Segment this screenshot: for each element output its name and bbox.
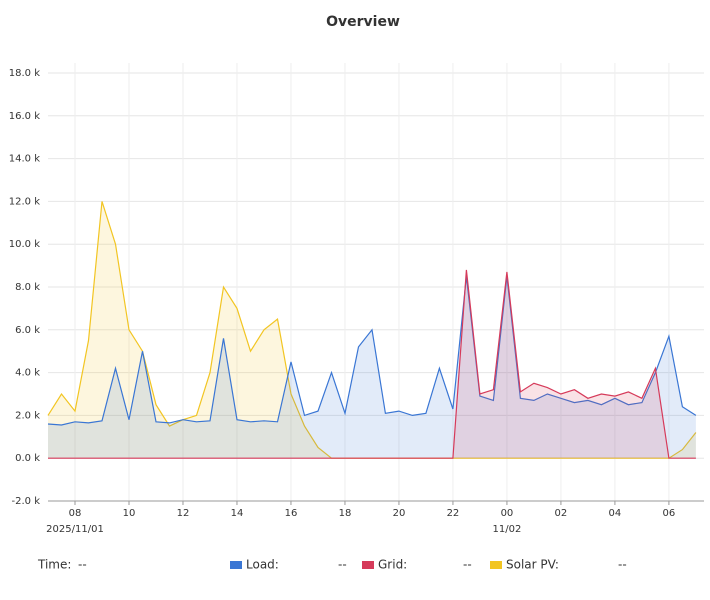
legend-swatch — [362, 561, 374, 569]
x-tick-label: 08 — [69, 508, 82, 519]
legend-value: -- — [338, 558, 347, 572]
x-tick-label: 20 — [393, 508, 406, 519]
x-tick-label: 18 — [339, 508, 352, 519]
x-date-label: 11/02 — [493, 524, 522, 535]
y-tick-label: 8.0 k — [15, 282, 40, 293]
x-tick-label: 02 — [555, 508, 568, 519]
y-tick-label: 0.0 k — [15, 453, 40, 464]
x-date-label: 2025/11/01 — [46, 524, 104, 535]
x-tick-label: 00 — [501, 508, 514, 519]
series-area — [48, 201, 696, 459]
y-tick-label: 10.0 k — [9, 239, 40, 250]
y-tick-label: 14.0 k — [9, 154, 40, 165]
x-tick-label: 22 — [447, 508, 460, 519]
x-tick-label: 10 — [123, 508, 136, 519]
legend-label: Load: — [246, 558, 279, 572]
series-line — [47, 276, 697, 426]
legend-value: -- — [618, 558, 627, 572]
y-tick-label: 4.0 k — [15, 368, 40, 379]
series-area — [48, 269, 696, 459]
y-tick-label: -2.0 k — [12, 496, 41, 507]
legend-label: Grid: — [378, 558, 407, 572]
legend-label: Solar PV: — [506, 558, 559, 572]
legend-swatch — [230, 561, 242, 569]
y-tick-label: 2.0 k — [15, 410, 40, 421]
legend-label: Time: — [37, 558, 71, 572]
y-tick-label: 6.0 k — [15, 325, 40, 336]
series-area — [48, 276, 696, 459]
x-tick-label: 14 — [231, 508, 244, 519]
x-tick-label: 06 — [663, 508, 676, 519]
legend-swatch — [490, 561, 502, 569]
y-tick-label: 12.0 k — [9, 196, 40, 207]
x-tick-label: 16 — [285, 508, 298, 519]
legend-value: -- — [78, 558, 87, 572]
y-tick-label: 18.0 k — [9, 68, 40, 79]
legend-value: -- — [463, 558, 472, 572]
x-tick-label: 04 — [609, 508, 622, 519]
chart-title: Overview — [326, 14, 400, 30]
y-tick-label: 16.0 k — [9, 111, 40, 122]
x-tick-label: 12 — [177, 508, 190, 519]
series-line — [48, 269, 696, 459]
